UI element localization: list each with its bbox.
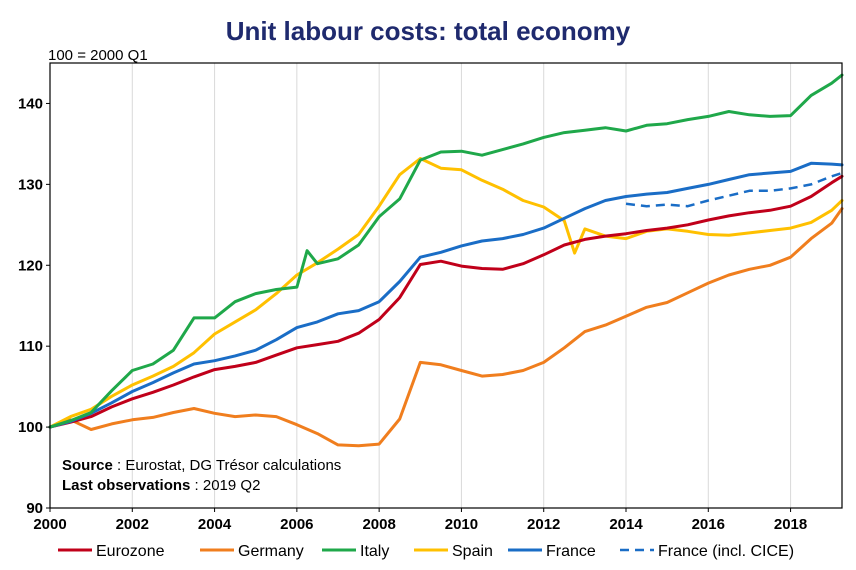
x-tick-label-2006: 2006 — [280, 516, 313, 533]
series-line-france — [48, 161, 844, 429]
gridlines — [131, 63, 792, 508]
x-tick-label-2012: 2012 — [527, 516, 560, 533]
x-tick-label-2008: 2008 — [362, 516, 395, 533]
x-tick-label-2016: 2016 — [692, 516, 725, 533]
series-line-germany — [48, 207, 844, 448]
source-note: Source : Eurostat, DG Trésor calculation… — [62, 457, 341, 494]
last-observation-line: Last observations : 2019 Q2 — [62, 477, 260, 494]
source-text: : Eurostat, DG Trésor calculations — [113, 457, 341, 474]
y-axis-unit-label: 100 = 2000 Q1 — [48, 47, 148, 64]
y-tick-label-140: 140 — [18, 95, 43, 112]
legend-label-italy: Italy — [360, 543, 389, 560]
x-tick-label-2014: 2014 — [609, 516, 643, 533]
legend-label-germany: Germany — [238, 543, 304, 560]
series-line-france-incl-cice — [625, 171, 843, 208]
plot-border — [49, 62, 843, 509]
legend-label-spain: Spain — [452, 543, 493, 560]
series-line-eurozone — [48, 174, 844, 429]
source-label: Source — [62, 457, 113, 474]
series-line-italy — [48, 73, 844, 429]
last-observation-text: : 2019 Q2 — [190, 477, 260, 494]
y-tick-label-110: 110 — [19, 338, 43, 355]
x-tick-label-2010: 2010 — [445, 516, 478, 533]
legend-label-france-incl-cice: France (incl. CICE) — [658, 543, 794, 560]
legend-label-eurozone: Eurozone — [96, 543, 165, 560]
y-tick-label-120: 120 — [18, 257, 43, 274]
series-line-spain — [48, 157, 844, 429]
chart-title: Unit labour costs: total economy — [226, 16, 631, 46]
series-lines — [48, 73, 844, 448]
source-line: Source : Eurostat, DG Trésor calculation… — [62, 457, 341, 474]
last-observation-label: Last observations — [62, 477, 190, 494]
y-tick-label-90: 90 — [26, 500, 43, 517]
x-tick-label-2000: 2000 — [33, 516, 66, 533]
x-tick-label-2004: 2004 — [198, 516, 232, 533]
y-tick-label-130: 130 — [18, 176, 43, 193]
x-tick-label-2018: 2018 — [774, 516, 807, 533]
legend-label-france: France — [546, 543, 596, 560]
legend: Eurozone Germany Italy Spain France France (i… — [58, 543, 794, 560]
axis-ticks: 2000 2002 2004 2006 2008 2010 2012 2014 2016 2018… — [18, 95, 807, 533]
y-tick-label-100: 100 — [18, 419, 43, 436]
x-tick-label-2002: 2002 — [116, 516, 149, 533]
